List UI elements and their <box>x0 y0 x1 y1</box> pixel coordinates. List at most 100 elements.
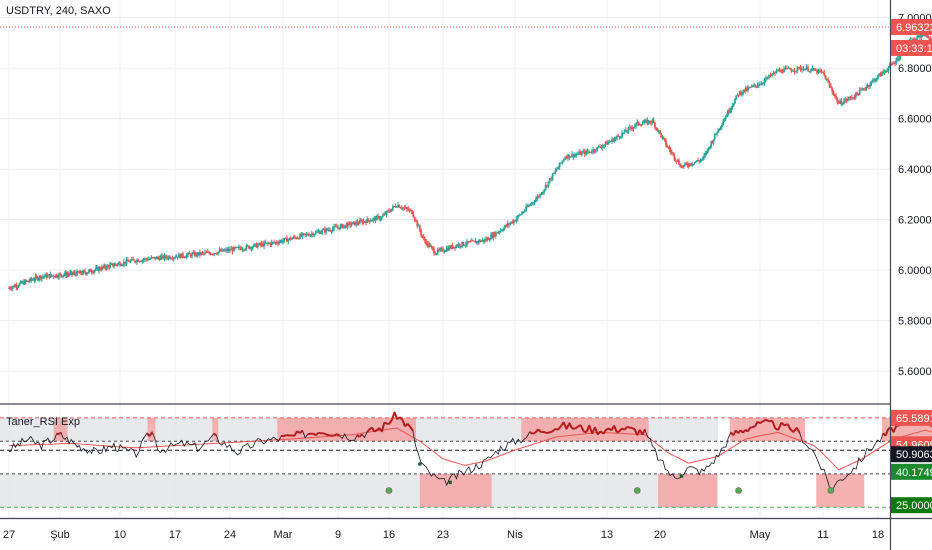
candle-body <box>434 253 437 255</box>
candle-body <box>693 162 696 165</box>
candle-body <box>185 254 188 258</box>
candle-body <box>105 267 107 269</box>
rsi-strong-segment <box>537 428 542 433</box>
rsi-indicator-title[interactable]: Taner_RSI Exp <box>6 416 80 428</box>
candle-body <box>117 263 119 265</box>
candle-body <box>612 138 615 142</box>
candle-body <box>403 207 406 209</box>
candle-body <box>484 239 486 242</box>
candle-body <box>118 262 120 264</box>
candle-body <box>288 237 291 240</box>
candle-body <box>128 261 131 263</box>
candle-body <box>894 63 896 65</box>
candle-body <box>97 267 99 271</box>
candle-body <box>192 252 195 254</box>
candle-body <box>526 206 529 208</box>
candle-body <box>499 230 502 232</box>
candle-body <box>116 264 118 266</box>
candle-body <box>62 275 64 277</box>
candle-body <box>69 272 71 275</box>
candle-body <box>853 97 856 99</box>
candle-body <box>822 71 824 73</box>
candle-body <box>71 271 73 275</box>
candle-body <box>83 270 85 272</box>
candle-body <box>88 270 90 273</box>
candle-body <box>843 100 845 104</box>
candle-body <box>839 100 841 104</box>
candle-body <box>141 259 144 262</box>
candle-body <box>913 38 916 41</box>
candle-body <box>500 230 503 232</box>
candle-body <box>438 249 441 251</box>
rsi-strong-segment <box>892 425 898 433</box>
candle-body <box>212 253 214 255</box>
candle-body <box>835 96 837 98</box>
candle-body <box>198 251 201 255</box>
candle-body <box>189 254 192 257</box>
rsi-strong-segment <box>356 434 361 438</box>
candle-body <box>184 257 187 259</box>
candle-body <box>358 220 361 224</box>
candle-body <box>345 224 348 228</box>
candle-body <box>621 132 624 137</box>
candle-body <box>916 35 919 40</box>
candle-body <box>100 269 102 271</box>
candle-body <box>335 226 338 228</box>
candle-body <box>261 243 264 247</box>
candle-body <box>691 164 694 166</box>
rsi-mid-lower-tag: 40.17498 <box>896 467 932 479</box>
candle-body <box>32 279 35 281</box>
candle-body <box>155 257 158 260</box>
rsi-strong-segment <box>774 427 779 431</box>
candle-body <box>724 116 727 120</box>
last-price-tag: 6.96323 <box>896 22 932 34</box>
rsi-strong-segment <box>606 427 610 431</box>
candle-body <box>151 257 154 259</box>
rsi-lower-tag-box <box>891 497 932 514</box>
candle-body <box>99 267 101 270</box>
rsi-strong-segment <box>557 425 562 431</box>
candle-body <box>505 225 508 227</box>
candle-body <box>766 77 769 79</box>
candle-body <box>519 214 522 216</box>
candle-body <box>78 272 80 274</box>
candle-body <box>196 252 199 256</box>
candle-body <box>430 245 433 247</box>
candle-body <box>723 119 726 122</box>
rsi-strong-segment <box>334 433 338 437</box>
candle-body <box>231 248 234 252</box>
candle-body <box>379 218 382 220</box>
candle-body <box>481 239 484 241</box>
candle-body <box>406 207 408 209</box>
candle-body <box>523 210 526 212</box>
candle-body <box>350 224 353 226</box>
time-axis[interactable]: 27 Şub 10 17 24 Mar 9 16 23 Nis 13 20 May 11 18 <box>3 529 884 541</box>
candle-body <box>548 178 551 182</box>
candle-body <box>46 275 49 278</box>
candle-body <box>920 34 923 38</box>
candle-body <box>126 259 129 262</box>
candle-body <box>619 136 622 138</box>
symbol-title[interactable]: USDTRY, 240, SAXO <box>6 5 111 17</box>
candle-body <box>846 98 849 101</box>
candle-body <box>721 124 723 127</box>
candle-body <box>565 157 568 159</box>
candle-body <box>305 234 308 236</box>
candle-body <box>486 238 489 241</box>
candle-body <box>679 164 682 168</box>
candle-body <box>576 153 579 155</box>
candle-body <box>585 150 587 155</box>
candle-body <box>539 193 541 197</box>
candle-body <box>418 225 421 231</box>
price-axis[interactable]: 7.000006.800006.600006.400006.200006.000… <box>898 13 932 379</box>
candle-body <box>435 253 438 255</box>
candle-body <box>479 240 482 242</box>
candle-body <box>917 35 920 37</box>
candle-body <box>688 163 691 166</box>
candle-body <box>407 208 410 211</box>
candle-body <box>656 128 659 132</box>
candle-body <box>283 238 286 241</box>
candle-body <box>415 220 417 222</box>
candle-body <box>443 251 446 253</box>
